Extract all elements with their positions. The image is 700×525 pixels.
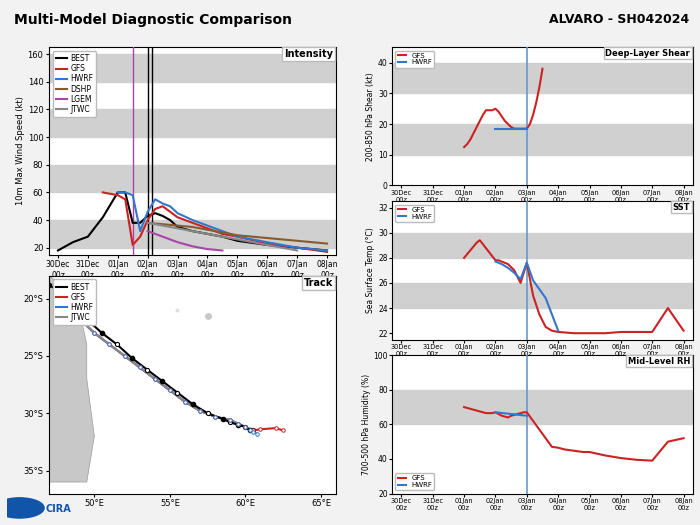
Bar (392, 390, 693, 424)
Bar (392, 124, 693, 155)
Text: Mid-Level RH: Mid-Level RH (628, 356, 690, 365)
Bar (49, 54, 336, 82)
Text: Track: Track (304, 278, 333, 288)
Legend: GFS, HWRF: GFS, HWRF (395, 205, 435, 222)
Y-axis label: Sea Surface Temp (°C): Sea Surface Temp (°C) (366, 227, 375, 313)
Bar (392, 233, 693, 258)
Bar (49, 165, 336, 193)
Text: Intensity: Intensity (284, 49, 333, 59)
Bar (392, 62, 693, 93)
Text: Multi-Model Diagnostic Comparison: Multi-Model Diagnostic Comparison (14, 13, 292, 27)
Bar (392, 283, 693, 308)
Text: ALVARO - SH042024: ALVARO - SH042024 (550, 13, 690, 26)
Legend: GFS, HWRF: GFS, HWRF (395, 51, 435, 68)
Legend: BEST, GFS, HWRF, DSHP, LGEM, JTWC: BEST, GFS, HWRF, DSHP, LGEM, JTWC (52, 51, 97, 117)
Text: Deep-Layer Shear: Deep-Layer Shear (606, 49, 690, 58)
Legend: GFS, HWRF: GFS, HWRF (395, 473, 435, 490)
Text: SST: SST (673, 203, 690, 212)
Text: CIRA: CIRA (46, 505, 71, 514)
Bar (49, 220, 336, 248)
Circle shape (0, 498, 44, 518)
Bar (49, 110, 336, 137)
Y-axis label: 700-500 hPa Humidity (%): 700-500 hPa Humidity (%) (362, 374, 370, 475)
Legend: BEST, GFS, HWRF, JTWC: BEST, GFS, HWRF, JTWC (52, 279, 97, 325)
Polygon shape (49, 276, 94, 482)
Y-axis label: 200-850 hPa Shear (kt): 200-850 hPa Shear (kt) (366, 72, 375, 161)
Y-axis label: 10m Max Wind Speed (kt): 10m Max Wind Speed (kt) (16, 97, 25, 205)
